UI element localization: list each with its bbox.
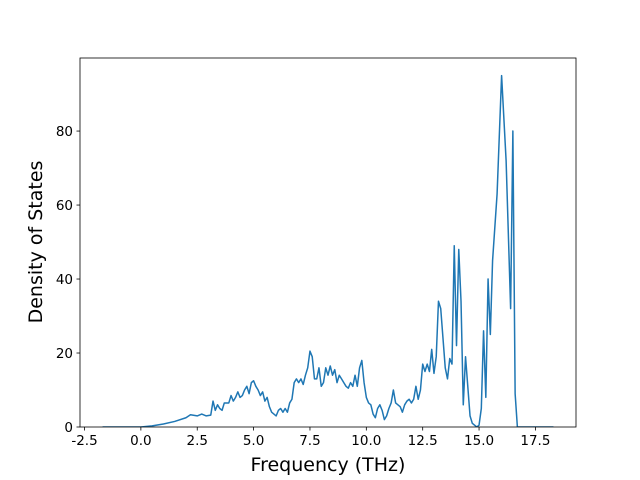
x-tick-label: 10.0 — [351, 433, 381, 449]
x-axis-label: Frequency (THz) — [251, 454, 406, 476]
x-tick-label: 2.5 — [186, 433, 207, 449]
x-tick-label: -2.5 — [71, 433, 97, 449]
y-tick-label: 40 — [56, 272, 73, 288]
plot-frame — [79, 57, 577, 428]
y-axis-label: Density of States — [25, 161, 47, 324]
x-tick-label: 17.5 — [520, 433, 550, 449]
x-tick-label: 15.0 — [464, 433, 494, 449]
y-tick-label: 60 — [56, 198, 73, 214]
x-tick-label: 12.5 — [408, 433, 438, 449]
x-tick-label: 5.0 — [243, 433, 264, 449]
x-tick-label: 0.0 — [130, 433, 151, 449]
y-tick-label: 80 — [56, 124, 73, 140]
y-tick-label: 20 — [56, 346, 73, 362]
data-line — [102, 74, 554, 427]
y-tick-label: 0 — [64, 420, 73, 436]
x-tick-label: 7.5 — [299, 433, 320, 449]
